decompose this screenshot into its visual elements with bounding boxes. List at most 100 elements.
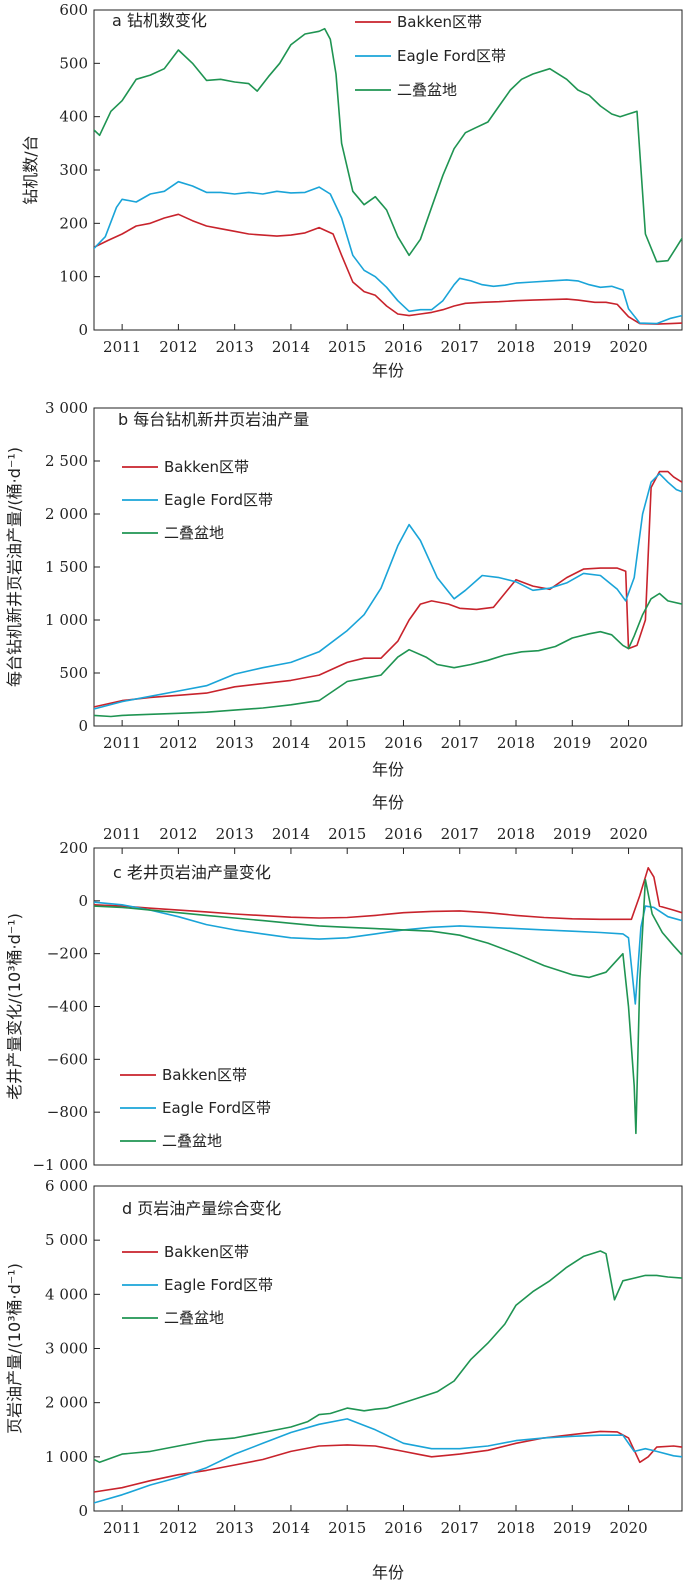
x-tick-label: 2015 [328, 1519, 366, 1537]
series-line-0 [94, 867, 682, 921]
y-tick-label: 500 [59, 54, 88, 72]
legend-label: Bakken区带 [162, 1066, 247, 1084]
panel-title: d 页岩油产量综合变化 [122, 1199, 281, 1218]
y-axis-title: 老井产量变化/(10³桶·d⁻¹) [5, 913, 24, 1100]
y-axis-title: 页岩油产量/(10³桶·d⁻¹) [5, 1263, 24, 1434]
x-tick-label: 2014 [272, 825, 310, 843]
y-tick-label: 3 000 [45, 1340, 88, 1358]
x-tick-label: 2019 [553, 734, 591, 752]
y-tick-label: 5 000 [45, 1231, 88, 1249]
y-tick-label: −600 [47, 1050, 88, 1068]
x-tick-label: 2020 [609, 338, 647, 356]
panel-c: −1 000 −800 −600 −400 −200 0 200 2011 2012 2013 20… [5, 793, 683, 1174]
x-tick-label: 2019 [553, 825, 591, 843]
x-tick-label: 2019 [553, 338, 591, 356]
x-tick-label: 2013 [216, 338, 254, 356]
x-tick-label: 2017 [441, 1519, 479, 1537]
legend-label: Bakken区带 [164, 458, 249, 476]
y-tick-label: 300 [59, 161, 88, 179]
series-line-2 [94, 878, 682, 1135]
panel-title: c 老井页岩油产量变化 [113, 863, 271, 882]
x-tick-label: 2014 [272, 1519, 310, 1537]
plot-frame [93, 9, 683, 331]
x-tick-label: 2011 [103, 825, 141, 843]
panel-b: 0 500 1 000 1 500 2 000 2 500 3 000 2011 2012 201… [5, 399, 683, 779]
x-tick-label: 2015 [328, 825, 366, 843]
y-tick-label: −1 000 [32, 1156, 88, 1174]
x-tick-label: 2020 [609, 1519, 647, 1537]
series-line-1 [94, 180, 682, 325]
x-tick-label: 2011 [103, 734, 141, 752]
x-tick-label: 2014 [272, 338, 310, 356]
x-tick-label: 2012 [159, 734, 197, 752]
x-tick-label: 2012 [159, 825, 197, 843]
legend-label: Eagle Ford区带 [162, 1099, 271, 1117]
y-tick-label: 200 [59, 839, 88, 857]
series-line-0 [94, 1430, 682, 1493]
series-line-2 [94, 592, 682, 718]
x-tick-label: 2012 [159, 1519, 197, 1537]
x-axis-title: 年份 [372, 793, 404, 812]
x-tick-label: 2013 [216, 734, 254, 752]
x-tick-label: 2018 [497, 338, 535, 356]
legend-label: Eagle Ford区带 [164, 1276, 273, 1294]
legend-label: 二叠盆地 [162, 1132, 222, 1150]
y-tick-label: 400 [59, 108, 88, 126]
x-tick-label: 2015 [328, 338, 366, 356]
x-axis-title: 年份 [372, 760, 404, 779]
y-axis-title: 每台钻机新井页岩油产量/(桶·d⁻¹) [5, 447, 24, 687]
y-tick-label: 1 500 [45, 558, 88, 576]
legend-label: Bakken区带 [397, 13, 482, 31]
x-tick-label: 2015 [328, 734, 366, 752]
plot-frame [93, 847, 683, 1166]
x-tick-label: 2016 [384, 1519, 422, 1537]
x-axis-title: 年份 [372, 361, 404, 380]
x-tick-label: 2018 [497, 734, 535, 752]
series-line-0 [94, 213, 682, 325]
x-tick-label: 2011 [103, 1519, 141, 1537]
legend-label: Eagle Ford区带 [397, 47, 506, 65]
legend-label: Eagle Ford区带 [164, 491, 273, 509]
legend-label: 二叠盆地 [164, 1309, 224, 1327]
x-tick-label: 2017 [441, 338, 479, 356]
y-tick-label: 0 [78, 892, 88, 910]
legend-label: 二叠盆地 [397, 81, 457, 99]
x-tick-label: 2013 [216, 825, 254, 843]
y-tick-label: −400 [47, 998, 88, 1016]
x-axis-title: 年份 [372, 1563, 404, 1582]
x-tick-label: 2013 [216, 1519, 254, 1537]
x-tick-label: 2020 [609, 734, 647, 752]
panel-d: 0 1 000 2 000 3 000 4 000 5 000 6 000 2011 2012 2… [5, 1177, 683, 1582]
y-tick-label: 0 [78, 1502, 88, 1520]
y-tick-label: 1 000 [45, 1448, 88, 1466]
y-axis-title: 钻机数/台 [21, 135, 40, 204]
x-tick-label: 2014 [272, 734, 310, 752]
x-tick-label: 2020 [609, 825, 647, 843]
x-tick-label: 2017 [441, 825, 479, 843]
y-tick-label: 0 [78, 321, 88, 339]
y-tick-label: 2 000 [45, 505, 88, 523]
x-tick-label: 2017 [441, 734, 479, 752]
y-tick-label: 1 000 [45, 611, 88, 629]
plot-frame [93, 407, 683, 727]
panel-title: a 钻机数变化 [112, 11, 207, 30]
series-line-2 [94, 1250, 682, 1464]
y-tick-label: 4 000 [45, 1285, 88, 1303]
series-line-1 [94, 472, 682, 710]
y-tick-label: 6 000 [45, 1177, 88, 1195]
legend-label: 二叠盆地 [164, 524, 224, 542]
x-tick-label: 2018 [497, 825, 535, 843]
y-tick-label: 200 [59, 214, 88, 232]
x-tick-label: 2012 [159, 338, 197, 356]
legend-label: Bakken区带 [164, 1243, 249, 1261]
x-tick-label: 2019 [553, 1519, 591, 1537]
plot-frame [93, 1185, 683, 1512]
y-tick-label: 3 000 [45, 399, 88, 417]
y-tick-label: 500 [59, 664, 88, 682]
x-tick-label: 2016 [384, 825, 422, 843]
y-tick-label: 600 [59, 1, 88, 19]
x-tick-label: 2018 [497, 1519, 535, 1537]
y-tick-label: 2 500 [45, 452, 88, 470]
x-tick-label: 2016 [384, 338, 422, 356]
